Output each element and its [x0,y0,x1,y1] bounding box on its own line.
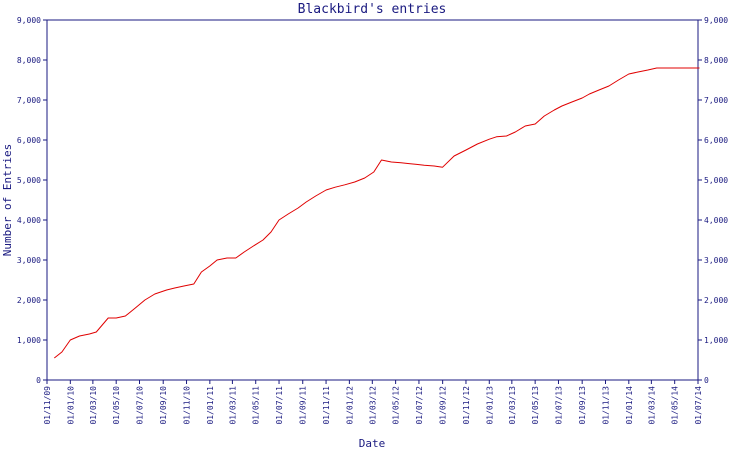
x-ticks: 01/11/09 01/01/10 01/03/10 01/05/10 01/07/10… [43,380,703,425]
x-tick-label: 01/03/13 [508,386,517,425]
x-tick-label: 01/07/11 [275,386,284,425]
x-tick-label: 01/09/12 [439,386,448,425]
y-tick-label-right: 7,000 [704,96,728,105]
x-tick-label: 01/11/13 [601,386,610,425]
y-ticks-left: 0 1,000 2,000 3,000 4,000 5,000 6,000 7,000 8,00… [17,16,47,385]
x-tick-label: 01/11/12 [462,386,471,425]
y-tick-label-left: 4,000 [17,216,41,225]
x-tick-label: 01/03/14 [647,386,656,425]
y-tick-label-right: 0 [704,376,709,385]
y-tick-label-left: 3,000 [17,256,41,265]
x-tick-label: 01/01/10 [66,386,75,425]
x-tick-label: 01/11/10 [183,386,192,425]
y-tick-label-right: 2,000 [704,296,728,305]
y-tick-label-right: 8,000 [704,56,728,65]
y-tick-label-left: 7,000 [17,96,41,105]
x-tick-label: 01/07/10 [136,386,145,425]
y-ticks-right: 0 1,000 2,000 3,000 4,000 5,000 6,000 7,000 8,00… [698,16,728,385]
x-tick-label: 01/09/10 [159,386,168,425]
x-tick-label: 01/11/09 [43,386,52,425]
x-tick-label: 01/01/11 [206,386,215,425]
y-tick-label-right: 1,000 [704,336,728,345]
y-tick-label-right: 9,000 [704,16,728,25]
x-tick-label: 01/11/11 [322,386,331,425]
y-axis-label: Number of Entries [1,144,14,257]
x-tick-label: 01/07/14 [694,386,703,425]
x-axis-label: Date [359,437,386,450]
x-tick-label: 01/05/14 [671,386,680,425]
plot-frame [46,19,699,381]
y-tick-label-right: 4,000 [704,216,728,225]
series-group [53,67,700,359]
y-tick-label-right: 6,000 [704,136,728,145]
y-tick-label-left: 2,000 [17,296,41,305]
x-tick-label: 01/01/12 [345,386,354,425]
x-tick-label: 01/05/10 [112,386,121,425]
x-tick-label: 01/05/11 [252,386,261,425]
x-tick-label: 01/07/13 [554,386,563,425]
y-tick-label-right: 5,000 [704,176,728,185]
x-tick-label: 01/07/12 [415,386,424,425]
x-tick-label: 01/03/11 [228,386,237,425]
y-tick-label-left: 8,000 [17,56,41,65]
chart-title: Blackbird's entries [298,2,447,17]
y-tick-label-left: 1,000 [17,336,41,345]
x-tick-label: 01/01/14 [625,386,634,425]
y-tick-label-left: 6,000 [17,136,41,145]
y-tick-label-right: 3,000 [704,256,728,265]
x-tick-label: 01/09/11 [299,386,308,425]
series-line [53,67,700,359]
x-tick-label: 01/05/12 [392,386,401,425]
y-tick-label-left: 0 [36,376,41,385]
y-tick-label-left: 5,000 [17,176,41,185]
x-tick-label: 01/09/13 [578,386,587,425]
x-tick-label: 01/05/13 [531,386,540,425]
x-tick-label: 01/03/10 [89,386,98,425]
x-tick-label: 01/01/13 [485,386,494,425]
y-tick-label-left: 9,000 [17,16,41,25]
x-tick-label: 01/03/12 [368,386,377,425]
